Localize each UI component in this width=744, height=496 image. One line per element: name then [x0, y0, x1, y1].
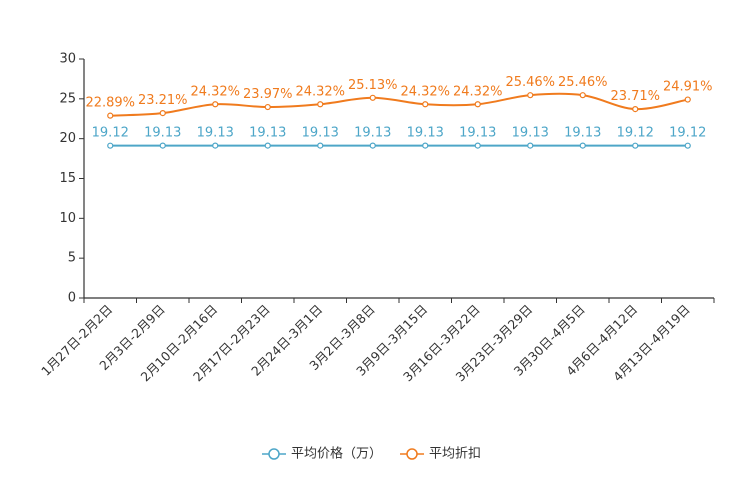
- data-label: 19.13: [459, 126, 496, 141]
- data-label: 24.32%: [295, 84, 345, 99]
- data-point[interactable]: [159, 142, 166, 149]
- data-point[interactable]: [527, 92, 534, 99]
- data-label: 24.32%: [400, 84, 450, 99]
- y-tick-label: 20: [59, 131, 76, 146]
- data-label: 25.46%: [505, 75, 555, 90]
- data-point[interactable]: [107, 112, 114, 119]
- legend-item-1[interactable]: 平均折扣: [400, 447, 481, 462]
- data-label: 23.71%: [610, 89, 660, 104]
- data-point[interactable]: [264, 142, 271, 149]
- data-point[interactable]: [422, 142, 429, 149]
- data-label: 19.13: [512, 126, 549, 141]
- data-label: 19.12: [669, 126, 706, 141]
- data-label: 19.13: [144, 126, 181, 141]
- data-label: 19.12: [617, 126, 654, 141]
- data-point[interactable]: [684, 96, 691, 103]
- data-point[interactable]: [212, 101, 219, 108]
- legend-item-0[interactable]: 平均价格（万）: [262, 446, 382, 462]
- data-point[interactable]: [632, 142, 639, 149]
- data-label: 25.13%: [348, 78, 398, 93]
- legend-marker: [406, 448, 418, 460]
- data-label: 23.21%: [138, 93, 188, 108]
- data-label: 19.12: [92, 126, 129, 141]
- data-point[interactable]: [684, 142, 691, 149]
- data-label: 19.13: [407, 126, 444, 141]
- data-label: 22.89%: [85, 96, 135, 111]
- data-point[interactable]: [159, 109, 166, 117]
- data-point[interactable]: [579, 142, 586, 149]
- data-point[interactable]: [474, 142, 481, 149]
- legend[interactable]: 平均价格（万） 平均折扣: [262, 446, 481, 462]
- data-label: 23.97%: [243, 87, 293, 102]
- x-axis: 1月27日-2月2日2月3日-2月9日2月10日-2月16日2月17日-2月23…: [38, 297, 715, 384]
- data-label: 19.13: [197, 126, 234, 141]
- data-label: 19.13: [354, 126, 391, 141]
- y-tick-label: 0: [68, 291, 76, 306]
- legend-marker: [268, 448, 280, 460]
- y-tick-label: 10: [59, 211, 76, 226]
- series-0: 19.12 19.13 19.13 19.13 19.13 19.13 19.13 19.13…: [92, 126, 706, 149]
- y-axis: 0 5 10 15 20 25 30: [59, 52, 85, 306]
- data-point[interactable]: [317, 101, 324, 108]
- data-label: 19.13: [564, 126, 601, 141]
- data-label: 19.13: [249, 126, 286, 141]
- data-point[interactable]: [212, 142, 219, 149]
- y-tick-label: 30: [59, 52, 76, 67]
- data-point[interactable]: [474, 101, 481, 108]
- y-tick-label: 15: [59, 171, 76, 186]
- data-point[interactable]: [264, 103, 271, 111]
- data-point[interactable]: [579, 92, 586, 99]
- data-label: 24.32%: [453, 84, 503, 99]
- data-label: 19.13: [302, 126, 339, 141]
- data-point[interactable]: [107, 142, 114, 149]
- series-1: 22.89% 23.21%24.32% 23.97% 24.32% 25.13% 24.3…: [85, 75, 713, 119]
- data-point[interactable]: [369, 142, 376, 149]
- data-point[interactable]: [527, 142, 534, 149]
- data-label: 24.91%: [663, 80, 713, 95]
- data-point[interactable]: [369, 94, 376, 101]
- data-point[interactable]: [632, 106, 639, 113]
- y-tick-label: 5: [68, 251, 76, 266]
- legend-label: 平均折扣: [429, 447, 481, 462]
- data-label: 24.32%: [190, 84, 240, 99]
- legend-label: 平均价格（万）: [291, 446, 382, 462]
- data-point[interactable]: [317, 142, 324, 149]
- series-layer: 19.12 19.13 19.13 19.13 19.13 19.13 19.13 19.13…: [85, 75, 713, 149]
- data-point[interactable]: [422, 101, 429, 108]
- data-label: 25.46%: [558, 75, 608, 90]
- y-tick-label: 25: [59, 91, 76, 106]
- series-line: [110, 92, 688, 117]
